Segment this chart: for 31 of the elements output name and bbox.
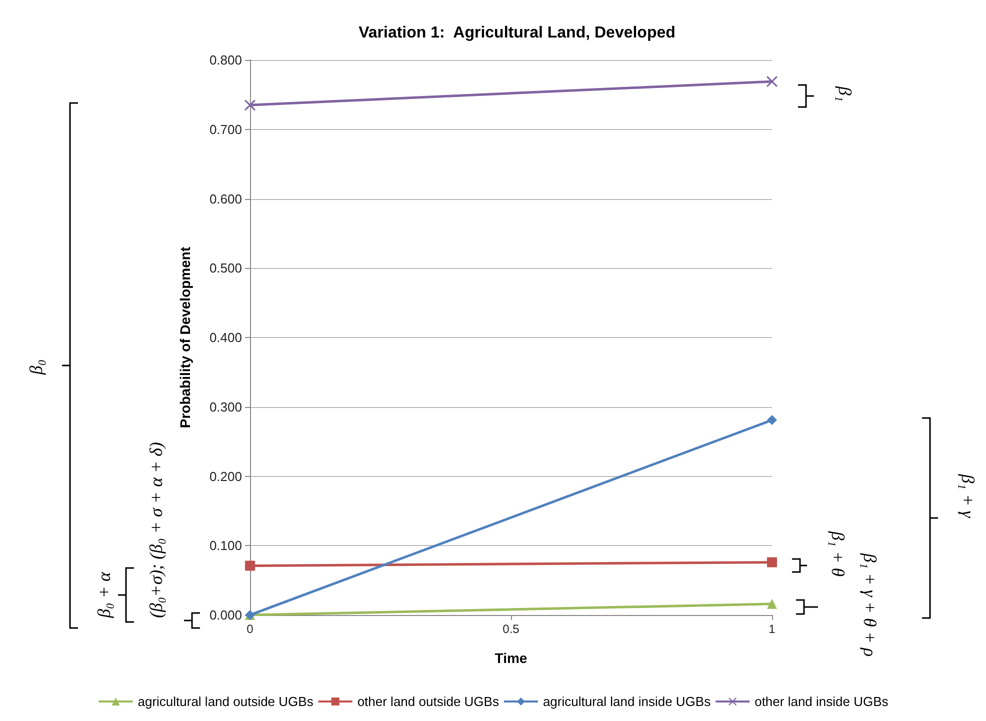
text: β₀ (26, 359, 46, 376)
text: (β₀+σ); (β₀ + σ + α + δ) (146, 442, 166, 618)
point (245, 560, 255, 571)
point (767, 557, 777, 568)
legend-label: other land outside UGBs (357, 694, 500, 709)
y-tick-label: 0.100 (209, 538, 242, 554)
x-axis-title: Time (494, 650, 528, 666)
text: β₀ + α (94, 572, 114, 619)
legend-label: agricultural land outside UGBs (138, 694, 314, 709)
x-tick-label: 1 (768, 622, 776, 636)
legend-label: agricultural land inside UGBs (542, 694, 712, 709)
x-tick-label: 0.5 (502, 622, 520, 636)
y-tick-label: 0.800 (209, 52, 242, 68)
legend-label: other land inside UGBs (754, 694, 889, 709)
text: β₁ + γ + θ + ρ (860, 552, 880, 657)
y-tick-label: 0.300 (209, 399, 242, 414)
point (766, 76, 778, 88)
chart-title: Variation 1: Agricultural Land, Developed (358, 24, 676, 42)
y-axis-title: Probability of Development (177, 246, 193, 428)
point (244, 100, 256, 111)
point (767, 415, 777, 426)
y-tick-label: 0.600 (209, 191, 242, 206)
y-tick-label: 0.500 (209, 260, 242, 276)
text: β₁ + θ (828, 530, 848, 577)
y-tick-label: 0.200 (209, 468, 242, 484)
text: β₁ (834, 85, 855, 102)
x-tick-label: 0 (246, 622, 254, 636)
y-tick-label: 0.000 (209, 608, 242, 622)
text: β₁ + γ (958, 473, 978, 519)
y-tick-label: 0.400 (209, 330, 242, 345)
y-tick-label: 0.700 (209, 122, 242, 137)
